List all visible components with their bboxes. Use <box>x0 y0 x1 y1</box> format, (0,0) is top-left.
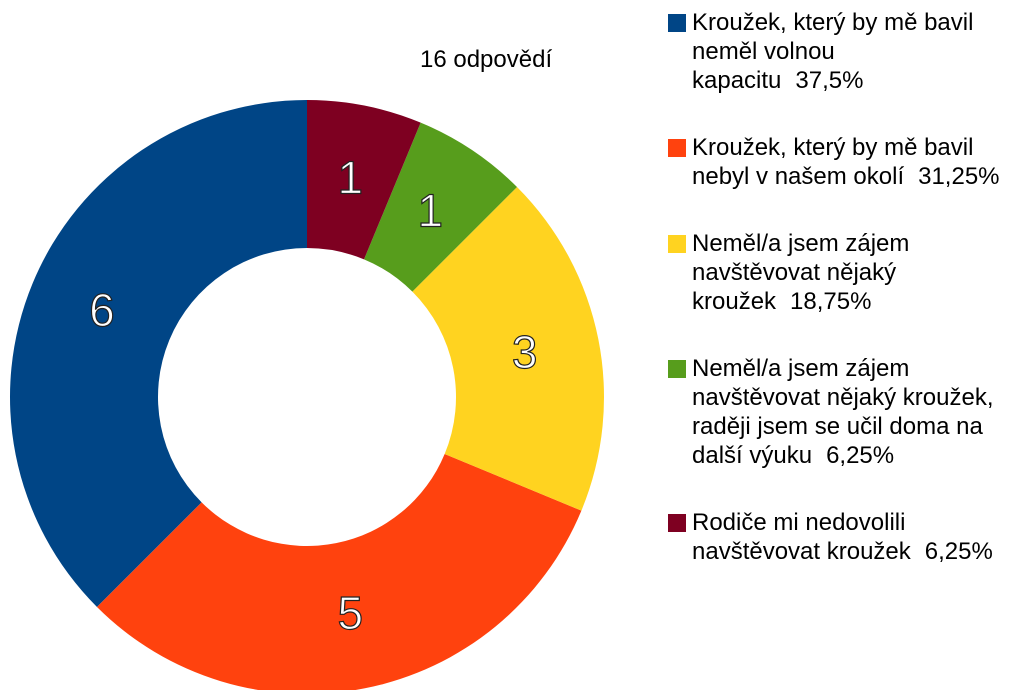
slice <box>364 122 518 292</box>
legend-percent: 6,25% <box>924 538 993 565</box>
legend-label: Neměl/a jsem zájem navštěvovat nějaký kr… <box>692 230 910 315</box>
slice-label: 3 <box>512 326 538 378</box>
slice <box>9 100 307 608</box>
legend-swatch <box>668 514 686 532</box>
slice-label: 1 <box>338 151 364 203</box>
legend-swatch <box>668 360 686 378</box>
legend-percent: 18,75% <box>790 288 872 315</box>
legend-swatch <box>668 235 686 253</box>
legend-percent: 37,5% <box>795 67 864 94</box>
legend: Kroužek, který by mě bavil neměl volnou … <box>668 8 1008 566</box>
legend-label: Rodiče mi nedovolili navštěvovat kroužek <box>692 509 911 565</box>
legend-percent: 6,25% <box>826 442 895 469</box>
legend-item: Neměl/a jsem zájem navštěvovat nějaký kr… <box>668 229 1008 316</box>
slice-label: 5 <box>338 587 364 639</box>
slice <box>96 454 582 690</box>
legend-percent: 31,25% <box>918 163 1000 190</box>
legend-label: Kroužek, který by mě bavil neměl volnou … <box>692 9 974 94</box>
subtitle: 16 odpovědí <box>420 46 553 73</box>
slice-label: 1 <box>418 185 444 237</box>
legend-item: Rodiče mi nedovolili navštěvovat kroužek… <box>668 508 1008 566</box>
legend-label: Kroužek, který by mě bavil nebyl v našem… <box>692 134 974 190</box>
legend-label: Neměl/a jsem zájem navštěvovat nějaký kr… <box>692 355 994 469</box>
slice-label: 6 <box>89 284 115 336</box>
legend-item: Kroužek, který by mě bavil nebyl v našem… <box>668 133 1008 191</box>
legend-swatch <box>668 14 686 32</box>
slice <box>412 186 604 511</box>
legend-swatch <box>668 139 686 157</box>
legend-item: Kroužek, který by mě bavil neměl volnou … <box>668 8 1008 95</box>
legend-item: Neměl/a jsem zájem navštěvovat nějaký kr… <box>668 354 1008 470</box>
slice <box>307 100 421 260</box>
